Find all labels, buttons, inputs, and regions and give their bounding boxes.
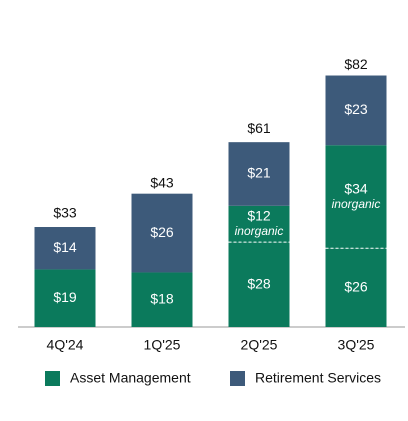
total-label: $61 bbox=[247, 120, 271, 136]
legend-label: Retirement Services bbox=[255, 370, 381, 386]
total-label: $82 bbox=[344, 56, 368, 72]
x-tick-label: 4Q'24 bbox=[47, 337, 84, 353]
value-label: $23 bbox=[344, 101, 368, 117]
bar-segment bbox=[34, 269, 96, 327]
value-label: $19 bbox=[53, 289, 77, 305]
bar-segment bbox=[228, 242, 290, 327]
value-label: $28 bbox=[247, 275, 271, 291]
inorganic-label: inorganic bbox=[235, 224, 284, 238]
bar-segment bbox=[34, 227, 96, 270]
bar-segment bbox=[228, 142, 290, 206]
bar-segment bbox=[131, 193, 193, 273]
x-tick-label: 2Q'25 bbox=[241, 337, 278, 353]
legend-swatch bbox=[230, 371, 245, 386]
value-label: $26 bbox=[150, 224, 174, 240]
inorganic-label: inorganic bbox=[332, 197, 381, 211]
bar-segment bbox=[325, 145, 387, 249]
legend-swatch bbox=[45, 371, 60, 386]
value-label: $12 bbox=[247, 208, 271, 224]
value-label: $21 bbox=[247, 165, 271, 181]
bar-segment bbox=[131, 272, 193, 327]
bar-segment bbox=[325, 248, 387, 327]
x-tick-label: 3Q'25 bbox=[338, 337, 375, 353]
legend-label: Asset Management bbox=[70, 370, 191, 386]
value-label: $34 bbox=[344, 180, 368, 196]
bar-segment bbox=[228, 205, 290, 243]
value-label: $18 bbox=[150, 290, 174, 306]
bar-segment bbox=[325, 75, 387, 146]
value-label: $26 bbox=[344, 278, 368, 294]
x-tick-label: 1Q'25 bbox=[144, 337, 181, 353]
total-label: $33 bbox=[53, 205, 77, 221]
total-label: $43 bbox=[150, 174, 174, 190]
value-label: $14 bbox=[53, 239, 77, 255]
